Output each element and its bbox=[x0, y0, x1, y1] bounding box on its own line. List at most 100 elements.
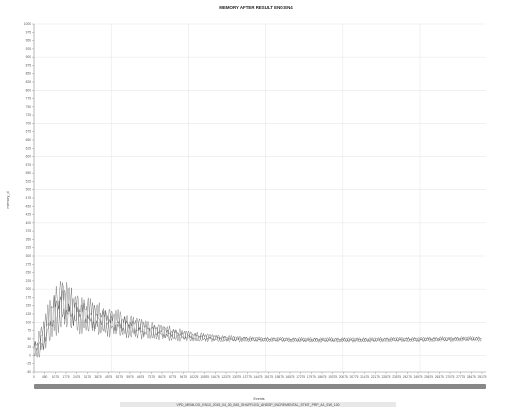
y-tick-label: 700 bbox=[26, 121, 32, 125]
x-tick-label: 28475 bbox=[467, 375, 476, 379]
x-tick-label: 15175 bbox=[264, 375, 273, 379]
x-tick-label: 0 bbox=[33, 375, 35, 379]
y-tick-label: 0 bbox=[29, 353, 31, 357]
x-tick-label: 16575 bbox=[286, 375, 295, 379]
y-tick-label: -50 bbox=[26, 370, 31, 374]
x-tick-label: 2475 bbox=[73, 375, 80, 379]
y-tick-label: 25 bbox=[27, 345, 31, 349]
y-tick-label: 100 bbox=[26, 320, 32, 324]
grid-lines bbox=[34, 23, 486, 372]
x-tick-label: 13075 bbox=[232, 375, 241, 379]
x-tick-label: 21475 bbox=[360, 375, 369, 379]
chart-title: MEMORY AFTER RESULT EN0:EN4 bbox=[219, 5, 293, 10]
x-tick-label: 7375 bbox=[148, 375, 155, 379]
y-tick-label: 800 bbox=[26, 88, 32, 92]
y-tick-label: 450 bbox=[26, 204, 32, 208]
x-axis-label: Events bbox=[254, 397, 265, 401]
x-tick-label: 22875 bbox=[382, 375, 391, 379]
x-tick-label: 19375 bbox=[328, 375, 337, 379]
y-tick-label: 650 bbox=[26, 138, 32, 142]
x-tick-label: 8075 bbox=[158, 375, 165, 379]
y-tick-label: 825 bbox=[26, 80, 32, 84]
x-tick-label: 11675 bbox=[211, 375, 220, 379]
y-tick-label: 225 bbox=[26, 279, 32, 283]
x-tick-label: 8775 bbox=[169, 375, 176, 379]
x-tick-label: 450 bbox=[42, 375, 48, 379]
x-axis: 0 450 1075 1775 2475 3175 3875 4575 5275 5975 6675… bbox=[33, 371, 487, 379]
x-tick-label: 24275 bbox=[403, 375, 412, 379]
x-tick-label: 10225 bbox=[190, 375, 199, 379]
y-tick-label: 475 bbox=[26, 196, 32, 200]
x-tick-label: 27075 bbox=[446, 375, 455, 379]
x-tick-label: 1075 bbox=[52, 375, 59, 379]
y-tick-label: -25 bbox=[26, 362, 31, 366]
y-tick-label: 250 bbox=[26, 271, 32, 275]
series-line-0-1 bbox=[33, 282, 482, 358]
y-tick-label: 950 bbox=[26, 39, 32, 43]
y-tick-label: 275 bbox=[26, 262, 32, 266]
y-tick-label: 1000 bbox=[24, 22, 31, 26]
y-tick-label: 525 bbox=[26, 179, 32, 183]
x-tick-label: 10925 bbox=[200, 375, 209, 379]
series-line-0-2 bbox=[33, 281, 482, 357]
x-tick-label: 23575 bbox=[392, 375, 401, 379]
y-tick-label: 75 bbox=[27, 329, 31, 333]
y-tick-label: 500 bbox=[26, 188, 32, 192]
y-tick-label: 675 bbox=[26, 130, 32, 134]
y-tick-label: 375 bbox=[26, 229, 32, 233]
footer-bar bbox=[120, 402, 396, 407]
y-tick-label: 125 bbox=[26, 312, 32, 316]
y-tick-label: 850 bbox=[26, 72, 32, 76]
x-tick-label: 17975 bbox=[307, 375, 316, 379]
x-tick-label: 29175 bbox=[478, 375, 487, 379]
x-tick-label: 20775 bbox=[350, 375, 359, 379]
y-tick-label: 350 bbox=[26, 237, 32, 241]
x-tick-label: 13775 bbox=[243, 375, 252, 379]
y-tick-label: 300 bbox=[26, 254, 32, 258]
y-tick-label: 750 bbox=[26, 105, 32, 109]
x-tick-label: 9475 bbox=[180, 375, 187, 379]
x-tick-label: 5975 bbox=[126, 375, 133, 379]
y-tick-label: 900 bbox=[26, 55, 32, 59]
x-tick-label: 27775 bbox=[456, 375, 465, 379]
y-tick-label: 775 bbox=[26, 97, 32, 101]
y-tick-label: 550 bbox=[26, 171, 32, 175]
y-tick-label: 875 bbox=[26, 63, 32, 67]
x-tick-label: 12375 bbox=[222, 375, 231, 379]
y-tick-label: 400 bbox=[26, 221, 32, 225]
x-tick-label: 17275 bbox=[296, 375, 305, 379]
y-tick-label: 425 bbox=[26, 213, 32, 217]
x-tick-label: 25675 bbox=[424, 375, 433, 379]
x-tick-label: 1775 bbox=[62, 375, 69, 379]
y-tick-label: 175 bbox=[26, 295, 32, 299]
y-tick-label: 50 bbox=[27, 337, 31, 341]
x-tick-label: 24975 bbox=[414, 375, 423, 379]
y-axis-label: memory_d bbox=[6, 192, 10, 209]
x-tick-label: 5275 bbox=[116, 375, 123, 379]
x-tick-label: 15875 bbox=[275, 375, 284, 379]
x-tick-label: 18675 bbox=[318, 375, 327, 379]
x-tick-label: 6675 bbox=[137, 375, 144, 379]
y-tick-label: 325 bbox=[26, 246, 32, 250]
plot-lines bbox=[33, 281, 482, 358]
x-tick-label: 20075 bbox=[339, 375, 348, 379]
x-tick-label: 14475 bbox=[254, 375, 263, 379]
x-tick-label: 26375 bbox=[435, 375, 444, 379]
y-tick-label: 625 bbox=[26, 146, 32, 150]
horizontal-scrollbar[interactable] bbox=[34, 384, 486, 389]
y-tick-label: 975 bbox=[26, 30, 32, 34]
x-tick-label: 3175 bbox=[84, 375, 91, 379]
x-tick-label: 22175 bbox=[371, 375, 380, 379]
y-tick-label: 600 bbox=[26, 155, 32, 159]
y-axis: 1000975950925900875850825800775750725700… bbox=[24, 22, 35, 374]
y-tick-label: 725 bbox=[26, 113, 32, 117]
y-tick-label: 200 bbox=[26, 287, 32, 291]
y-tick-label: 150 bbox=[26, 304, 32, 308]
y-tick-label: 925 bbox=[26, 47, 32, 51]
y-tick-label: 575 bbox=[26, 163, 32, 167]
footer-label: VPD_MEMLOG_EN10_2015_04_30_BIG_SHUFFLED_… bbox=[177, 403, 340, 407]
series-line-0-0 bbox=[33, 286, 482, 358]
x-tick-label: 4575 bbox=[105, 375, 112, 379]
x-tick-label: 3875 bbox=[94, 375, 101, 379]
